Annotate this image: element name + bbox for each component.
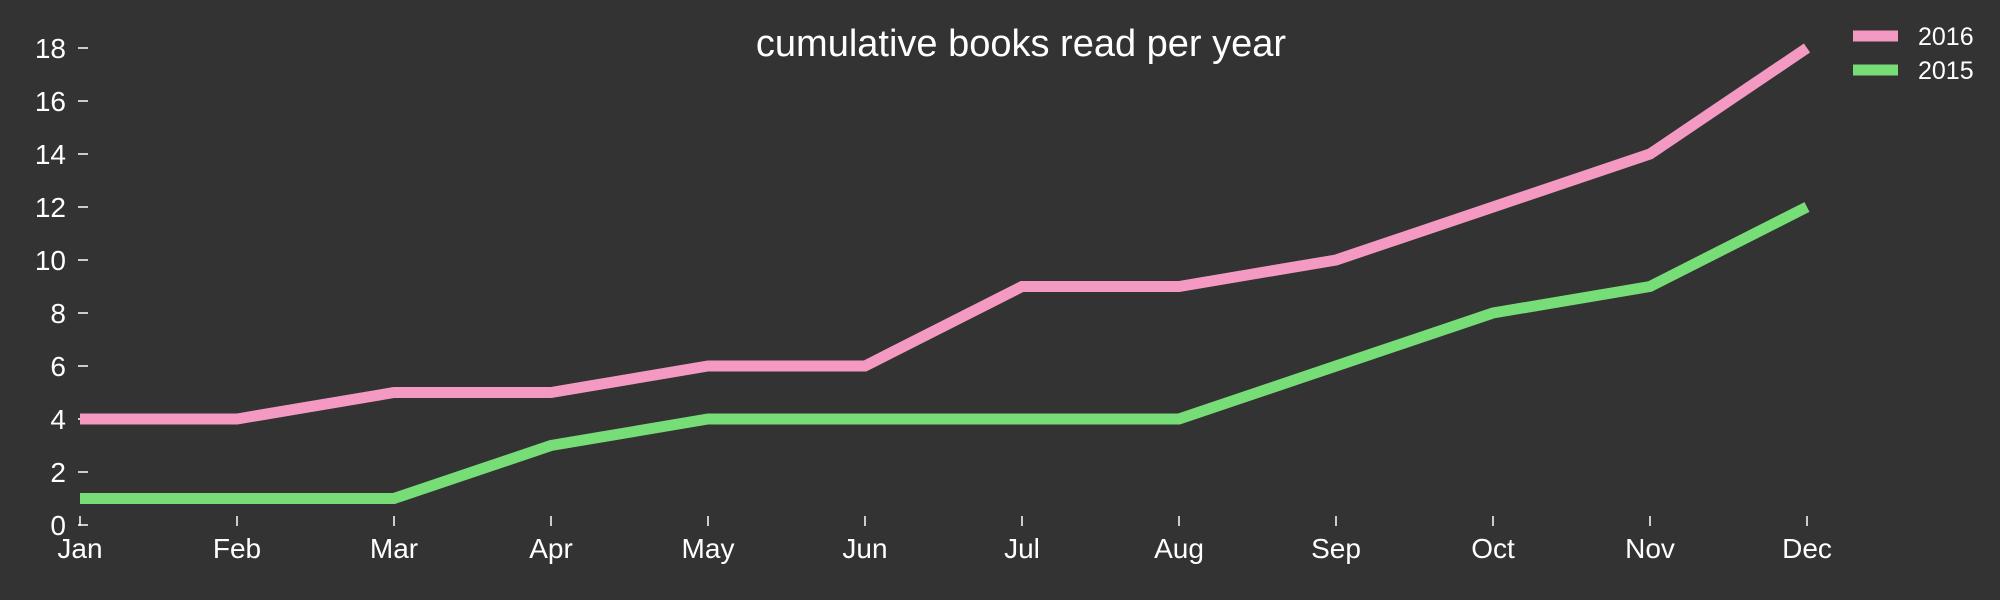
y-tick-label: 16 — [35, 86, 66, 117]
y-tick-label: 4 — [50, 404, 66, 435]
y-tick-label: 10 — [35, 245, 66, 276]
legend-label-2015: 2015 — [1918, 57, 1974, 85]
x-tick-label: Mar — [370, 533, 418, 564]
series-layer — [80, 43, 1811, 504]
x-axis: Jan Feb Mar Apr May Jun Jul Aug Sep Oct Nov Dec — [57, 516, 1832, 564]
y-tick-label: 18 — [35, 33, 66, 64]
x-tick-label: Apr — [529, 533, 573, 564]
x-tick-label: Dec — [1782, 533, 1832, 564]
y-axis: 0 2 4 6 8 10 12 14 16 18 — [35, 33, 88, 541]
x-tick-label: Jan — [57, 533, 102, 564]
legend: 2016 2015 — [1853, 23, 1974, 85]
chart-title: cumulative books read per year — [756, 23, 1287, 65]
series-line-2016 — [80, 43, 1811, 425]
x-tick-label: Nov — [1625, 533, 1675, 564]
x-tick-label: Jun — [842, 533, 887, 564]
series-line-2015 — [80, 202, 1810, 504]
y-tick-label: 6 — [50, 351, 66, 382]
y-tick-label: 8 — [50, 298, 66, 329]
x-tick-label: Sep — [1311, 533, 1361, 564]
y-tick-label: 12 — [35, 192, 66, 223]
legend-label-2016: 2016 — [1918, 23, 1974, 51]
x-tick-label: Feb — [213, 533, 261, 564]
x-tick-label: Aug — [1154, 533, 1204, 564]
x-tick-label: May — [682, 533, 735, 564]
x-tick-label: Oct — [1471, 533, 1515, 564]
y-tick-label: 0 — [50, 510, 66, 541]
y-tick-label: 2 — [50, 457, 66, 488]
x-tick-label: Jul — [1004, 533, 1040, 564]
y-tick-label: 14 — [35, 139, 66, 170]
